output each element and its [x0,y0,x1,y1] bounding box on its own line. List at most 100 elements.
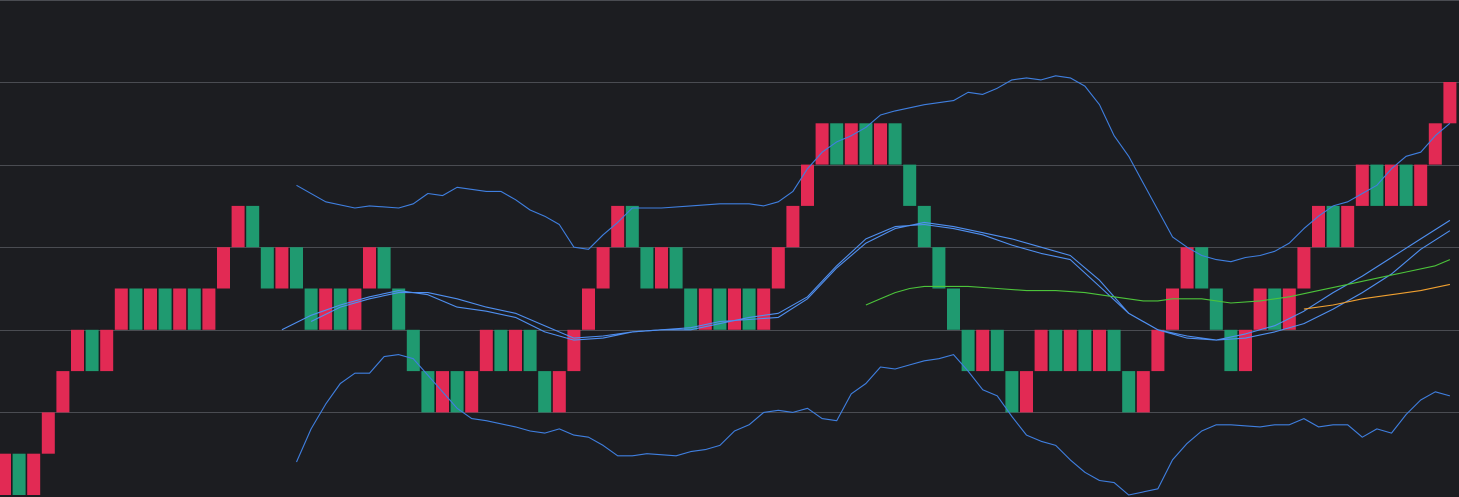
renko-brick-down [290,247,303,289]
renko-brick-down [333,288,347,330]
renko-brick-up [465,371,479,413]
renko-brick-down [830,123,844,165]
renko-brick-down [1326,205,1340,248]
renko-brick-up [1136,371,1150,413]
renko-brick-up [1428,123,1442,165]
renko-brick-down [246,205,260,248]
renko-brick-down [129,288,143,330]
basis-2-line [310,219,1451,341]
renko-brick-up [348,288,362,330]
renko-brick-up [976,329,990,372]
renko-brick-down [684,288,698,330]
renko-brick-down [538,371,552,413]
renko-brick-up [1414,164,1428,206]
renko-brick-up [202,288,216,330]
renko-brick-down [640,247,654,289]
renko-brick-up [1297,247,1311,289]
renko-brick-up [173,288,187,330]
renko-brick-up [611,205,625,248]
renko-brick-down [1107,329,1121,372]
renko-brick-up [844,123,858,165]
renko-brick-up [1385,164,1398,206]
renko-brick-up [1282,288,1296,330]
renko-brick-up [144,288,157,330]
renko-brick-down [903,164,917,206]
renko-brick-down [625,205,639,248]
renko-brick-up [801,164,814,206]
renko-brick-up [71,329,84,372]
renko-brick-down [260,247,274,289]
renko-brick-up [757,288,771,330]
renko-brick-down [947,288,960,330]
basis-1-line [281,221,1451,341]
renko-brick-up [728,288,741,330]
renko-brick-down [85,329,99,372]
renko-brick-down [187,288,201,330]
renko-brick-down [669,247,683,289]
renko-brick-up [1093,329,1106,372]
renko-bricks [0,82,1457,495]
grid-lines [0,0,1459,413]
renko-brick-up [1312,205,1325,248]
renko-brick-down [713,288,727,330]
renko-brick-up [786,205,800,248]
renko-brick-down [917,205,931,248]
renko-brick-up [1355,164,1369,206]
ma-orange-line [1303,283,1451,310]
renko-brick-up [771,247,785,289]
renko-brick-down [1122,371,1136,413]
renko-brick-down [12,453,26,495]
renko-brick-up [1180,247,1194,289]
renko-brick-up [114,288,128,330]
renko-brick-down [406,329,420,372]
renko-brick-up [319,288,333,330]
renko-brick-up [27,453,41,495]
renko-brick-down [1195,247,1209,289]
renko-brick-up [552,371,566,413]
renko-brick-down [450,371,464,413]
renko-brick-down [961,329,975,372]
renko-brick-down [421,371,435,413]
renko-brick-down [742,288,756,330]
ma-green-line [865,259,1451,306]
upper-band-line [296,75,1451,263]
renko-brick-down [377,247,391,289]
renko-brick-down [932,247,946,289]
renko-brick-up [1034,329,1048,372]
renko-brick-down [494,329,508,372]
renko-brick-down [304,288,318,330]
renko-brick-down [990,329,1004,372]
renko-brick-down [523,329,537,372]
renko-brick-up [582,288,595,330]
renko-brick-down [1005,371,1019,413]
renko-brick-up [509,329,522,372]
renko-brick-up [41,412,55,454]
renko-brick-up [0,453,11,495]
renko-brick-up [1253,288,1267,330]
renko-brick-up [231,205,245,248]
renko-brick-up [815,123,829,165]
renko-brick-down [392,288,406,330]
renko-brick-up [56,371,70,413]
indicator-lines [281,75,1451,496]
renko-brick-down [1049,329,1063,372]
renko-brick-up [1151,329,1165,372]
renko-brick-up [1239,329,1252,372]
renko-brick-up [363,247,376,289]
renko-brick-down [1078,329,1092,372]
renko-brick-down [1224,329,1238,372]
renko-brick-up [217,247,230,289]
renko-brick-up [655,247,668,289]
renko-brick-up [874,123,887,165]
renko-brick-up [1341,205,1355,248]
renko-brick-up [1166,288,1179,330]
renko-brick-up [698,288,712,330]
renko-brick-down [859,123,873,165]
renko-brick-up [596,247,610,289]
renko-brick-down [158,288,172,330]
renko-brick-down [1399,164,1413,206]
renko-brick-down [888,123,902,165]
renko-brick-up [1443,82,1457,124]
